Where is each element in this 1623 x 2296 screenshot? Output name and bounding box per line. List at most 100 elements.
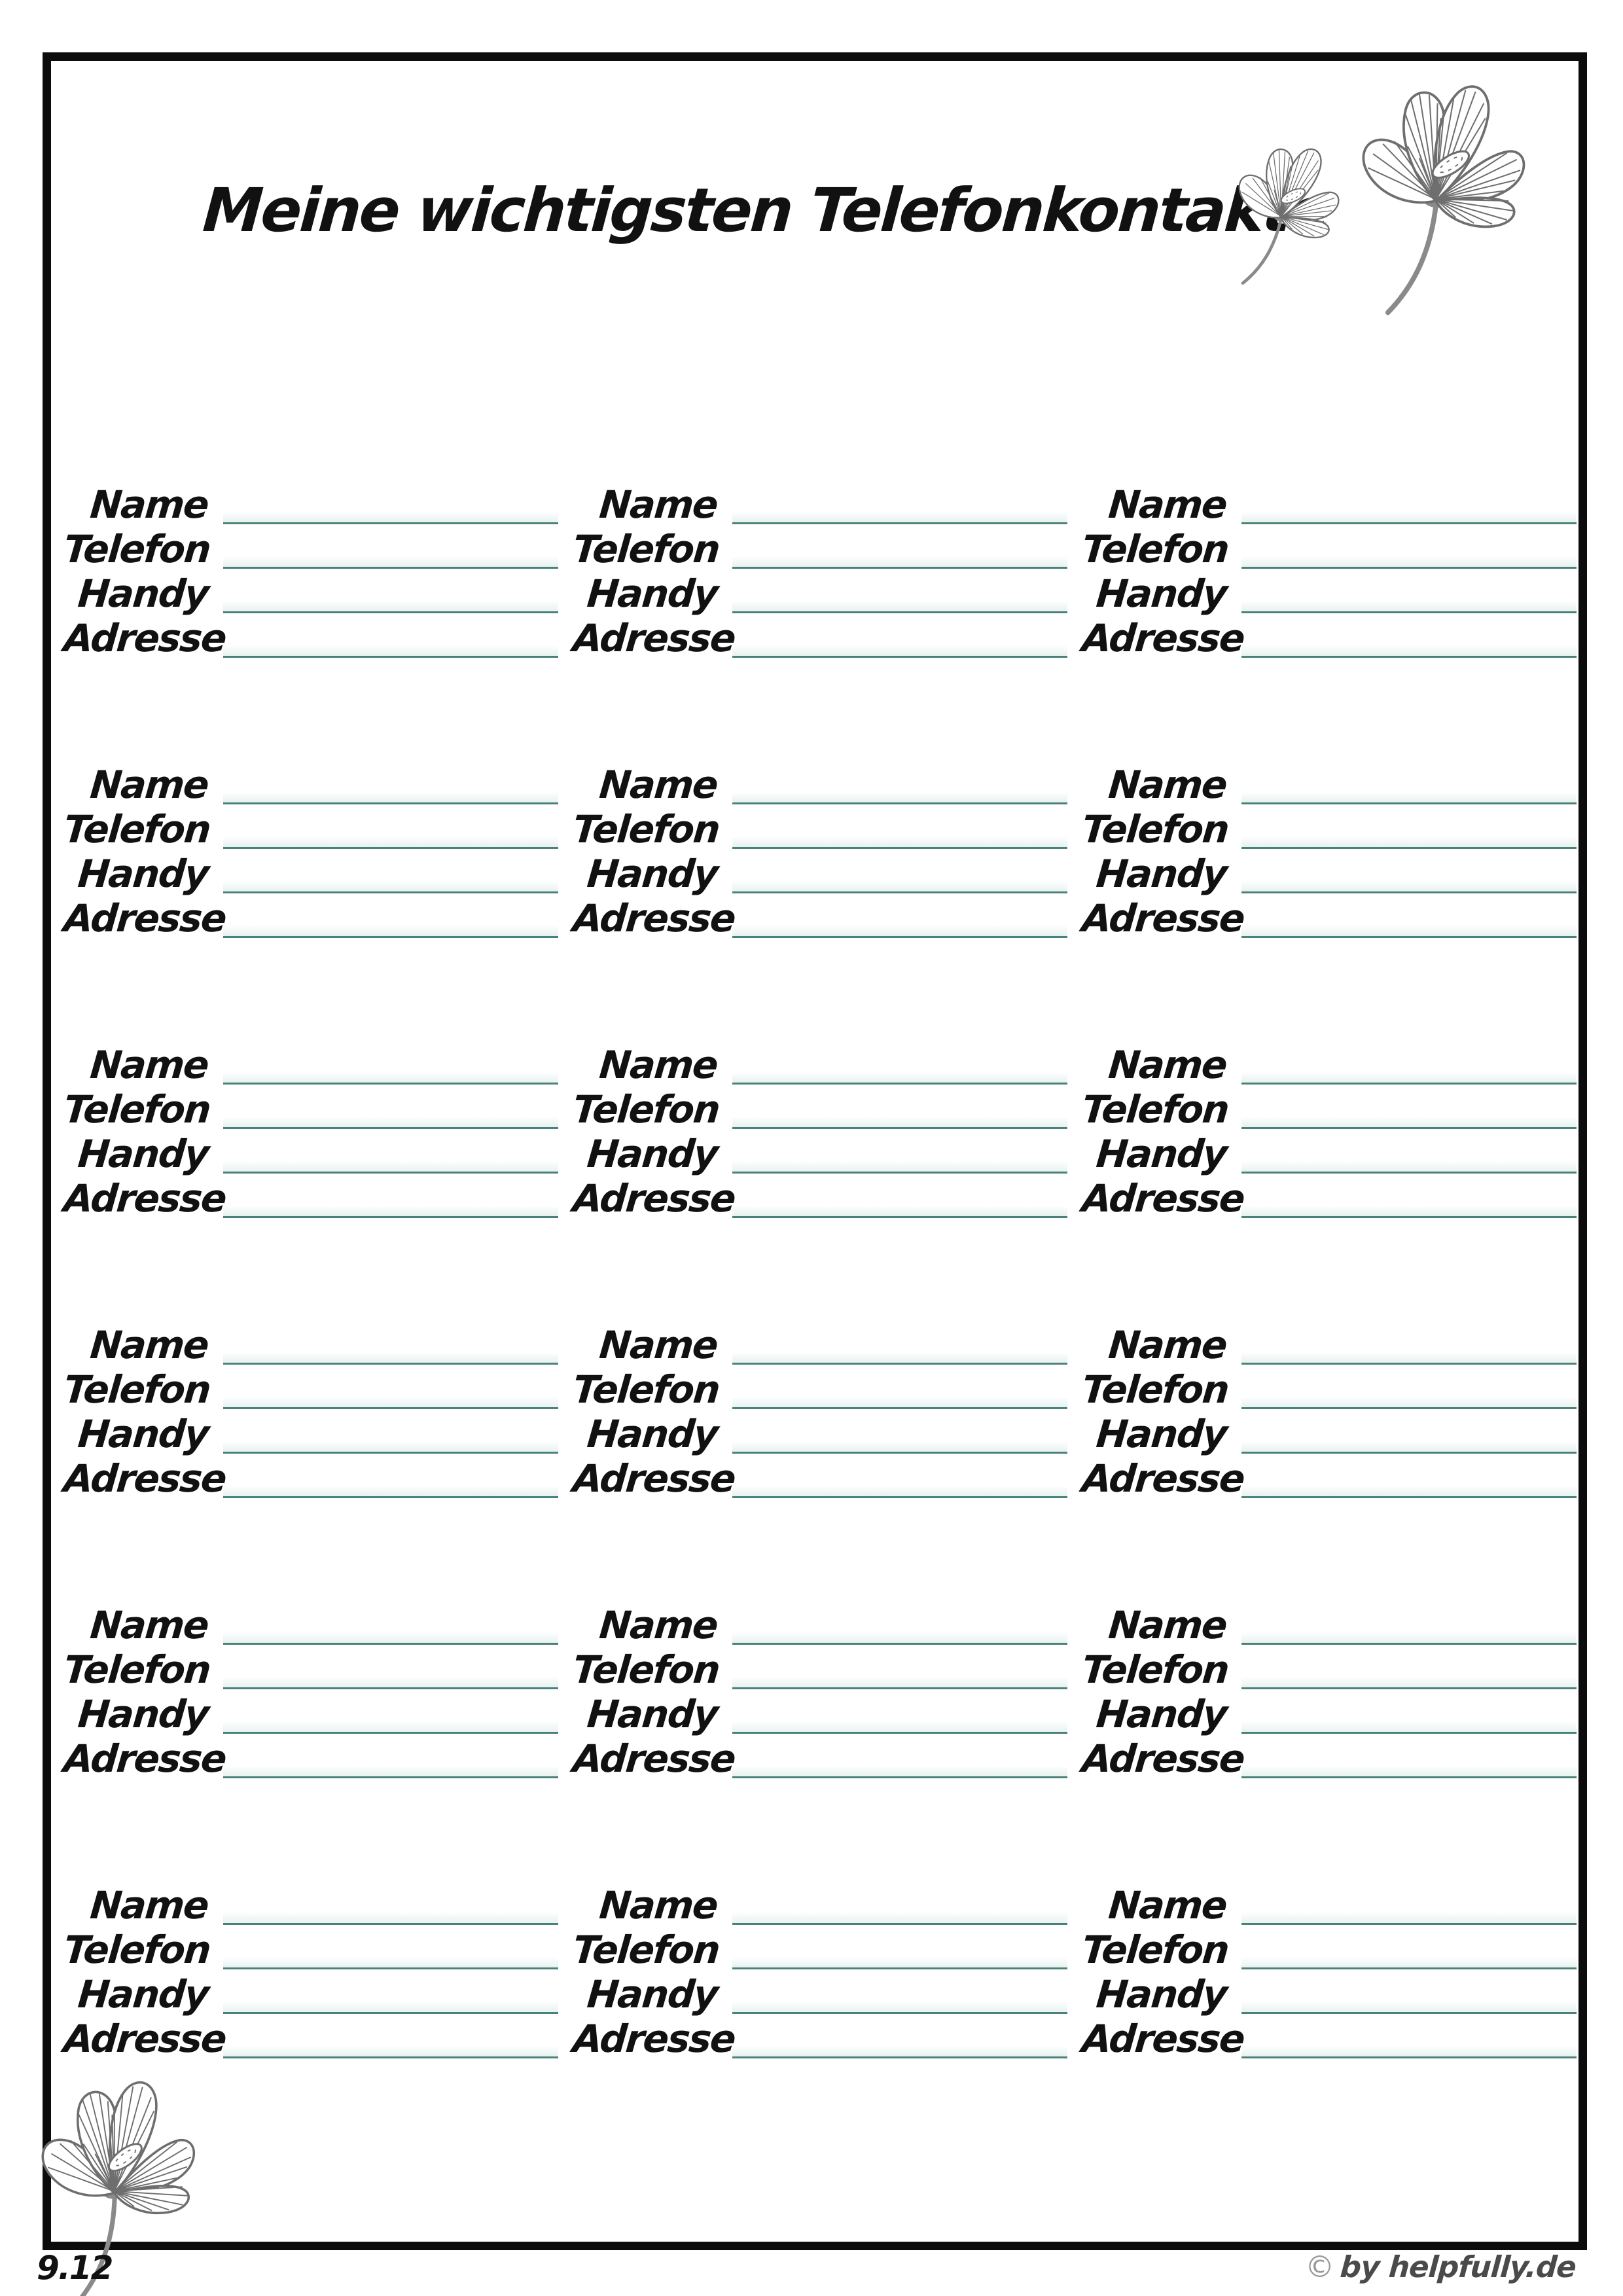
handy-write-line — [223, 1161, 558, 1174]
contact-field-telefon: Telefon — [1080, 804, 1577, 852]
contact-block: Name Telefon Handy Adresse — [62, 760, 558, 941]
contact-field-handy: Handy — [62, 1129, 558, 1176]
contact-block: Name Telefon Handy Adresse — [571, 1600, 1067, 1781]
adresse-label: Adresse — [1080, 1736, 1246, 1781]
handy-label: Handy — [76, 1131, 210, 1176]
name-write-line — [1241, 1912, 1577, 1925]
contact-field-name: Name — [62, 760, 558, 807]
handy-label: Handy — [76, 1691, 210, 1736]
handy-label: Handy — [1094, 1411, 1228, 1456]
contact-field-name: Name — [62, 480, 558, 527]
handy-write-line — [223, 1441, 558, 1454]
handy-label: Handy — [585, 1411, 719, 1456]
contact-field-telefon: Telefon — [571, 1085, 1067, 1132]
name-label: Name — [597, 1882, 719, 1928]
name-write-line — [732, 1632, 1067, 1645]
contact-field-telefon: Telefon — [571, 1365, 1067, 1412]
contact-field-handy: Handy — [62, 849, 558, 896]
name-write-line — [1241, 792, 1577, 804]
contact-field-handy: Handy — [1080, 1129, 1577, 1176]
contact-field-adresse: Adresse — [62, 1734, 558, 1781]
contact-field-telefon: Telefon — [1080, 1925, 1577, 1972]
contact-block: Name Telefon Handy Adresse — [62, 1320, 558, 1501]
telefon-write-line — [223, 1677, 558, 1689]
name-label: Name — [88, 1602, 210, 1647]
adresse-label: Adresse — [571, 1736, 737, 1781]
telefon-label: Telefon — [1080, 806, 1230, 852]
telefon-write-line — [732, 1957, 1067, 1969]
handy-write-line — [732, 881, 1067, 893]
adresse-label: Adresse — [62, 2016, 228, 2061]
contact-field-handy: Handy — [62, 1409, 558, 1456]
adresse-write-line — [223, 1486, 558, 1498]
adresse-write-line — [732, 1766, 1067, 1778]
name-label: Name — [88, 1882, 210, 1928]
name-label: Name — [597, 1602, 719, 1647]
handy-write-line — [223, 601, 558, 613]
name-label: Name — [597, 1042, 719, 1087]
handy-label: Handy — [1094, 1131, 1228, 1176]
contact-block: Name Telefon Handy Adresse — [571, 760, 1067, 941]
contact-field-name: Name — [1080, 1600, 1577, 1647]
name-label: Name — [597, 762, 719, 807]
contact-field-adresse: Adresse — [1080, 2014, 1577, 2061]
telefon-label: Telefon — [62, 1367, 212, 1412]
telefon-write-line — [1241, 836, 1577, 849]
telefon-label: Telefon — [571, 526, 721, 571]
telefon-label: Telefon — [62, 1647, 212, 1692]
contacts-grid: Name Telefon Handy Adresse Name — [62, 480, 1590, 2061]
contact-field-telefon: Telefon — [571, 1925, 1067, 1972]
adresse-write-line — [1241, 1766, 1577, 1778]
handy-label: Handy — [76, 571, 210, 616]
name-write-line — [223, 1072, 558, 1085]
handy-write-line — [223, 1721, 558, 1734]
name-label: Name — [88, 482, 210, 527]
adresse-write-line — [1241, 2046, 1577, 2058]
telefon-label: Telefon — [1080, 1367, 1230, 1412]
contact-field-name: Name — [571, 480, 1067, 527]
telefon-write-line — [732, 836, 1067, 849]
handy-label: Handy — [1094, 851, 1228, 896]
adresse-write-line — [1241, 1486, 1577, 1498]
handy-write-line — [1241, 601, 1577, 613]
handy-label: Handy — [1094, 1971, 1228, 2017]
adresse-label: Adresse — [1080, 895, 1246, 941]
adresse-write-line — [223, 2046, 558, 2058]
handy-write-line — [223, 2001, 558, 2014]
adresse-label: Adresse — [62, 1736, 228, 1781]
handy-write-line — [1241, 2001, 1577, 2014]
adresse-write-line — [732, 2046, 1067, 2058]
handy-label: Handy — [585, 1691, 719, 1736]
contact-block: Name Telefon Handy Adresse — [62, 1880, 558, 2061]
name-write-line — [223, 1632, 558, 1645]
telefon-label: Telefon — [1080, 1647, 1230, 1692]
contact-field-adresse: Adresse — [571, 893, 1067, 941]
contact-field-adresse: Adresse — [62, 1174, 558, 1221]
telefon-write-line — [1241, 1117, 1577, 1129]
handy-write-line — [732, 601, 1067, 613]
telefon-write-line — [1241, 1397, 1577, 1409]
contact-field-name: Name — [571, 760, 1067, 807]
contact-field-adresse: Adresse — [1080, 1454, 1577, 1501]
adresse-label: Adresse — [62, 1175, 228, 1221]
name-label: Name — [1107, 1042, 1228, 1087]
adresse-write-line — [1241, 1206, 1577, 1218]
adresse-label: Adresse — [62, 615, 228, 660]
telefon-write-line — [732, 1397, 1067, 1409]
telefon-label: Telefon — [571, 1927, 721, 1972]
contact-block: Name Telefon Handy Adresse — [1080, 1600, 1577, 1781]
adresse-label: Adresse — [571, 1175, 737, 1221]
contact-field-name: Name — [1080, 480, 1577, 527]
adresse-write-line — [1241, 645, 1577, 658]
handy-write-line — [732, 1721, 1067, 1734]
contact-field-handy: Handy — [62, 1969, 558, 2017]
adresse-write-line — [1241, 925, 1577, 938]
name-write-line — [1241, 512, 1577, 524]
name-write-line — [732, 512, 1067, 524]
contact-field-handy: Handy — [1080, 1969, 1577, 2017]
name-write-line — [1241, 1352, 1577, 1365]
name-label: Name — [88, 1042, 210, 1087]
contact-field-name: Name — [62, 1320, 558, 1367]
contact-field-handy: Handy — [571, 849, 1067, 896]
